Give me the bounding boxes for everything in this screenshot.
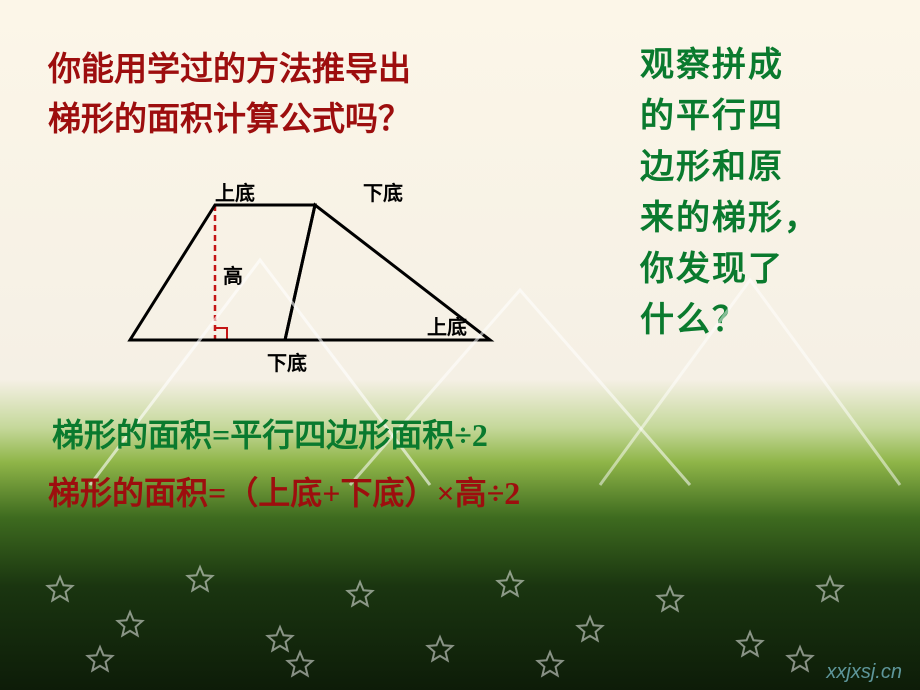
question-left: 你能用学过的方法推导出梯形的面积计算公式吗？ xyxy=(48,46,411,145)
formula1-equals: = xyxy=(212,417,230,453)
formula1-prefix: 梯形的面积 xyxy=(52,417,212,453)
formula2-body: （上底+下底）×高÷2 xyxy=(226,475,520,511)
question-right-text: 观察拼成的平行四边形和原来的梯形，你发现了什么？ xyxy=(640,47,820,339)
formula-1: 梯形的面积=平行四边形面积÷2 xyxy=(52,410,488,456)
label-top-left: 上底 xyxy=(215,177,255,206)
label-mid-right: 上底 xyxy=(427,311,467,340)
watermark: xxjxsj.cn xyxy=(826,661,902,684)
diagram-svg xyxy=(115,175,515,390)
question-left-text: 你能用学过的方法推导出梯形的面积计算公式吗？ xyxy=(48,52,411,138)
label-bottom: 下底 xyxy=(267,347,307,376)
formula2-prefix: 梯形的面积 xyxy=(48,475,208,511)
label-height: 高 xyxy=(223,260,243,289)
question-right: 观察拼成的平行四边形和原来的梯形，你发现了什么？ xyxy=(640,40,820,346)
right-angle-marker xyxy=(215,328,227,340)
formula-2: 梯形的面积=（上底+下底）×高÷2 xyxy=(48,468,520,514)
formula2-equals: = xyxy=(208,475,226,511)
label-top-right: 下底 xyxy=(363,177,403,206)
watermark-text: xxjxsj.cn xyxy=(826,661,902,683)
formula1-body: 平行四边形面积÷2 xyxy=(230,417,488,453)
trapezoid-diagram: 上底 下底 高 上底 下底 xyxy=(115,175,515,390)
